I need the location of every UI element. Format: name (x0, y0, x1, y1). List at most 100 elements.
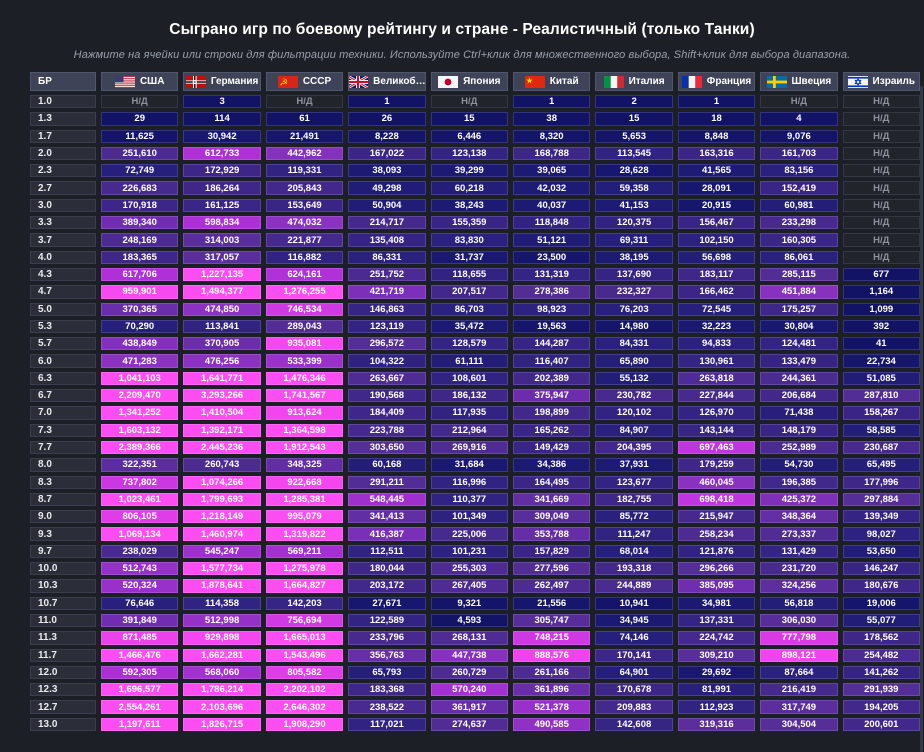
data-cell-italy-8.0[interactable]: 37,931 (595, 458, 673, 472)
data-cell-uk-2.3[interactable]: 38,093 (348, 164, 426, 178)
data-cell-uk-4.7[interactable]: 421,719 (348, 285, 426, 299)
br-row-header[interactable]: 9.3 (30, 527, 96, 541)
data-cell-sweden-10.7[interactable]: 56,818 (760, 596, 838, 610)
data-cell-usa-5.7[interactable]: 438,849 (101, 337, 179, 351)
data-cell-italy-12.3[interactable]: 170,678 (595, 683, 673, 697)
data-cell-france-6.0[interactable]: 130,961 (677, 354, 756, 368)
data-cell-ussr-2.0[interactable]: 442,962 (265, 146, 344, 161)
data-cell-china-1.0[interactable]: 1 (513, 95, 591, 109)
data-cell-japan-13.0[interactable]: 274,637 (430, 717, 508, 731)
data-cell-ussr-4.7[interactable]: 1,276,255 (265, 285, 344, 299)
data-cell-china-11.0[interactable]: 305,747 (513, 613, 591, 628)
br-row-header[interactable]: 4.7 (30, 285, 96, 299)
data-cell-ussr-5.7[interactable]: 935,081 (265, 337, 344, 351)
data-cell-israel-6.7[interactable]: 287,810 (842, 389, 920, 403)
data-cell-china-1.7[interactable]: 8,320 (513, 129, 591, 143)
data-cell-usa-8.7[interactable]: 1,023,461 (101, 492, 179, 507)
br-row-header[interactable]: 8.3 (30, 475, 96, 489)
data-cell-sweden-6.0[interactable]: 133,479 (760, 354, 838, 368)
br-row-header[interactable]: 3.3 (30, 216, 96, 230)
data-cell-usa-8.0[interactable]: 322,351 (101, 458, 179, 472)
data-cell-uk-11.0[interactable]: 122,589 (348, 613, 426, 628)
data-cell-sweden-12.7[interactable]: 317,749 (760, 700, 838, 714)
data-cell-ussr-4.3[interactable]: 624,161 (265, 267, 344, 282)
data-cell-italy-11.0[interactable]: 34,945 (595, 613, 673, 628)
data-cell-ussr-8.7[interactable]: 1,285,381 (265, 492, 344, 507)
data-cell-italy-13.0[interactable]: 142,608 (595, 717, 673, 731)
data-cell-usa-7.3[interactable]: 1,603,132 (101, 423, 179, 437)
data-cell-japan-1.3[interactable]: 15 (430, 112, 508, 126)
data-cell-usa-10.3[interactable]: 520,324 (101, 579, 179, 593)
data-cell-italy-12.0[interactable]: 64,901 (595, 665, 673, 680)
data-cell-sweden-8.3[interactable]: 196,385 (760, 475, 838, 489)
data-cell-israel-9.0[interactable]: 139,349 (842, 510, 920, 524)
data-cell-usa-2.0[interactable]: 251,610 (101, 146, 179, 161)
data-cell-japan-4.0[interactable]: 31,737 (430, 250, 508, 264)
data-cell-italy-2.0[interactable]: 113,545 (595, 146, 673, 161)
data-cell-ussr-7.0[interactable]: 913,624 (265, 406, 344, 420)
data-cell-sweden-11.3[interactable]: 777,798 (760, 631, 838, 645)
data-cell-israel-11.7[interactable]: 254,482 (842, 648, 920, 662)
data-cell-sweden-9.7[interactable]: 131,429 (760, 544, 838, 559)
data-cell-germany-11.0[interactable]: 512,998 (183, 613, 261, 628)
data-cell-france-12.3[interactable]: 81,991 (677, 683, 756, 697)
data-cell-ussr-3.3[interactable]: 474,032 (265, 216, 344, 230)
data-cell-uk-5.0[interactable]: 146,863 (348, 302, 426, 316)
data-cell-usa-7.7[interactable]: 2,389,366 (101, 440, 179, 455)
data-cell-japan-10.7[interactable]: 9,321 (430, 596, 508, 610)
data-cell-france-3.3[interactable]: 156,467 (677, 216, 756, 230)
data-cell-china-6.7[interactable]: 375,947 (513, 389, 591, 403)
data-cell-sweden-2.7[interactable]: 152,419 (760, 181, 838, 195)
br-row-header[interactable]: 13.0 (30, 717, 96, 731)
data-cell-usa-9.0[interactable]: 806,105 (101, 510, 179, 524)
data-cell-france-10.0[interactable]: 296,266 (677, 562, 756, 576)
br-row-header[interactable]: 1.0 (30, 95, 96, 109)
data-cell-china-8.3[interactable]: 164,495 (513, 475, 591, 489)
column-header-germany[interactable]: Германия (183, 72, 261, 91)
data-cell-japan-1.0[interactable]: Н/Д (430, 95, 508, 109)
data-cell-germany-10.0[interactable]: 1,577,734 (183, 562, 261, 576)
data-cell-ussr-5.3[interactable]: 289,043 (265, 319, 344, 334)
data-cell-japan-2.0[interactable]: 123,138 (430, 146, 508, 161)
data-cell-usa-12.3[interactable]: 1,696,577 (101, 683, 179, 697)
data-cell-italy-7.7[interactable]: 204,395 (595, 440, 673, 455)
data-cell-japan-7.0[interactable]: 117,935 (430, 406, 508, 420)
br-row-header[interactable]: 7.3 (30, 423, 96, 437)
data-cell-uk-3.3[interactable]: 214,717 (348, 216, 426, 230)
data-cell-china-10.0[interactable]: 277,596 (513, 562, 591, 576)
data-cell-ussr-6.0[interactable]: 533,399 (265, 354, 344, 368)
data-cell-sweden-4.7[interactable]: 451,884 (760, 285, 838, 299)
data-cell-sweden-9.0[interactable]: 348,364 (760, 510, 838, 524)
data-cell-sweden-5.7[interactable]: 124,481 (760, 337, 838, 351)
data-cell-sweden-3.0[interactable]: 60,981 (760, 198, 838, 213)
data-cell-china-10.3[interactable]: 262,497 (513, 579, 591, 593)
data-cell-italy-9.0[interactable]: 85,772 (595, 510, 673, 524)
data-cell-ussr-1.7[interactable]: 21,491 (265, 129, 344, 143)
data-cell-uk-9.3[interactable]: 416,387 (348, 527, 426, 541)
br-row-header[interactable]: 8.0 (30, 458, 96, 472)
data-cell-israel-10.0[interactable]: 146,247 (842, 562, 920, 576)
data-cell-ussr-4.0[interactable]: 116,882 (265, 250, 344, 264)
data-cell-usa-11.3[interactable]: 871,485 (101, 631, 179, 645)
data-cell-germany-6.3[interactable]: 1,641,771 (183, 371, 261, 386)
data-cell-usa-6.0[interactable]: 471,283 (101, 354, 179, 368)
data-cell-china-7.0[interactable]: 198,899 (513, 406, 591, 420)
column-header-italy[interactable]: Италия (595, 72, 673, 91)
data-cell-china-5.0[interactable]: 98,923 (513, 302, 591, 316)
data-cell-ussr-9.3[interactable]: 1,319,822 (265, 527, 344, 541)
data-cell-china-5.3[interactable]: 19,563 (513, 319, 591, 334)
data-cell-china-4.0[interactable]: 23,500 (513, 250, 591, 264)
br-row-header[interactable]: 12.0 (30, 665, 96, 680)
data-cell-germany-3.3[interactable]: 598,834 (183, 216, 261, 230)
data-cell-usa-1.7[interactable]: 11,625 (101, 129, 179, 143)
data-cell-italy-1.0[interactable]: 2 (595, 95, 673, 109)
data-cell-sweden-11.0[interactable]: 306,030 (760, 613, 838, 628)
data-cell-sweden-6.3[interactable]: 244,361 (760, 371, 838, 386)
data-cell-china-12.0[interactable]: 261,166 (513, 665, 591, 680)
br-row-header[interactable]: 11.3 (30, 631, 96, 645)
data-cell-italy-8.3[interactable]: 123,677 (595, 475, 673, 489)
data-cell-ussr-2.7[interactable]: 205,843 (265, 181, 344, 195)
data-cell-ussr-3.7[interactable]: 221,877 (265, 233, 344, 247)
data-cell-uk-5.7[interactable]: 296,572 (348, 337, 426, 351)
data-cell-italy-6.7[interactable]: 230,782 (595, 389, 673, 403)
